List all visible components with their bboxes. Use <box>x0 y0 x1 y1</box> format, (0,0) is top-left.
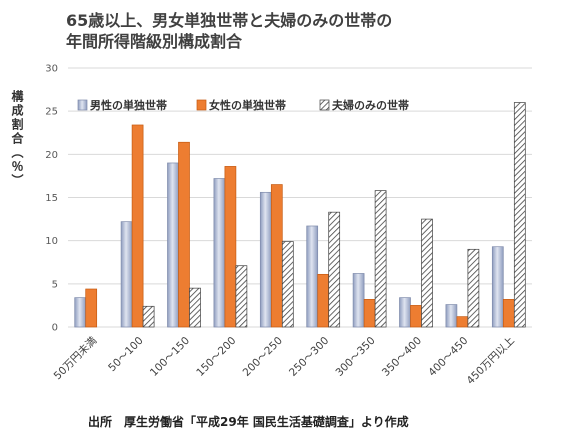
bar-male <box>399 297 411 328</box>
bar-female <box>410 305 422 328</box>
bar-couple <box>328 211 341 328</box>
bar-couple-swatch <box>319 99 330 111</box>
x-tick-label: 350～400 <box>380 335 424 379</box>
bar-male <box>491 246 504 328</box>
x-tick-label: 50万円未満 <box>52 334 100 382</box>
bar-layer <box>74 102 526 328</box>
x-tick-label: 200～250 <box>241 335 285 379</box>
x-tick-label: 50～100 <box>106 335 146 375</box>
bar-female-swatch <box>196 99 207 111</box>
legend-label: 女性の単独世帯 <box>209 98 286 112</box>
source-note: 出所 厚生労働省「平成29年 国民生活基礎調査」より作成 <box>88 415 409 429</box>
bar-couple <box>421 218 433 328</box>
y-tick-label: 20 <box>45 150 58 161</box>
bar-couple <box>281 241 294 328</box>
bar-female <box>131 124 144 328</box>
bar-female <box>363 299 376 328</box>
x-tick-label: 100～150 <box>148 335 192 379</box>
chart-title-line1: 65歳以上、男女単独世帯と夫婦のみの世帯の <box>66 11 393 30</box>
x-tick-label: 250～300 <box>287 335 331 379</box>
legend: 男性の単独世帯 女性の単独世帯 夫婦のみの世帯 <box>77 98 409 112</box>
bar-female <box>456 316 469 328</box>
bar-male <box>213 178 226 328</box>
bar-male <box>74 297 87 328</box>
bar-female <box>178 141 190 328</box>
bar-female <box>85 288 98 328</box>
bar-female <box>224 166 237 328</box>
bar-male <box>306 225 319 328</box>
bar-male <box>352 273 365 328</box>
bar-male <box>120 221 133 328</box>
bar-female <box>502 299 515 328</box>
chart-title: 65歳以上、男女単独世帯と夫婦のみの世帯の 年間所得階級別構成割合 <box>66 10 392 52</box>
y-tick-label: 5 <box>52 279 58 290</box>
legend-label: 男性の単独世帯 <box>90 98 167 112</box>
bar-couple <box>142 305 155 328</box>
x-tick-label: 450万円以上 <box>465 335 517 387</box>
bar-couple <box>235 265 248 328</box>
bar-female <box>270 184 283 328</box>
bar-male <box>259 191 272 328</box>
y-tick-layer: 0 5 10 15 20 25 30 <box>45 64 58 334</box>
bar-male <box>445 304 458 328</box>
y-tick-label: 0 <box>52 323 58 334</box>
bar-couple <box>467 248 480 328</box>
y-tick-label: 25 <box>45 107 58 118</box>
y-axis-label: 構成割合（％） <box>10 90 24 188</box>
chart-title-line2: 年間所得階級別構成割合 <box>66 32 243 51</box>
legend-label: 夫婦のみの世帯 <box>332 98 409 112</box>
bar-male <box>167 162 179 328</box>
x-tick-label: 300～350 <box>333 335 377 379</box>
bar-couple <box>513 102 526 328</box>
x-tick-layer: 50万円未満 50～100 100～150 150～200 200～250 250～300… <box>52 334 517 387</box>
bar-couple <box>374 190 387 328</box>
bar-male-swatch <box>77 99 88 111</box>
bar-couple <box>189 287 201 328</box>
y-tick-label: 30 <box>45 64 58 75</box>
x-tick-label: 150～200 <box>194 335 238 379</box>
y-tick-label: 10 <box>45 236 58 247</box>
x-tick-label: 400～450 <box>426 335 470 379</box>
bar-female <box>317 273 330 328</box>
y-tick-label: 15 <box>45 193 58 204</box>
